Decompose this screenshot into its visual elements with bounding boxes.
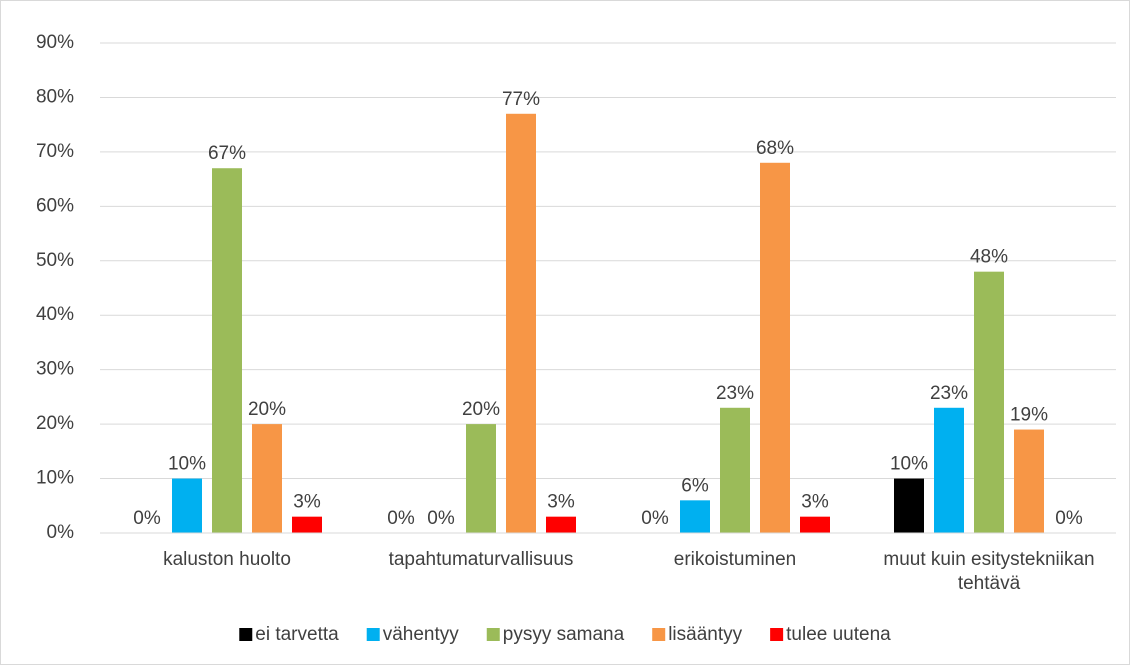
x-tick-label: muut kuin esitystekniikan tehtävä xyxy=(883,549,1095,594)
x-tick-label: kaluston huolto xyxy=(163,549,291,570)
bar xyxy=(506,113,536,534)
data-label: 6% xyxy=(681,475,709,496)
bar xyxy=(934,407,964,533)
data-label: 10% xyxy=(890,454,928,475)
legend-swatch xyxy=(486,628,500,641)
data-label: 20% xyxy=(248,399,286,420)
legend-label: pysyy samana xyxy=(503,624,625,645)
bar xyxy=(680,500,710,533)
data-label: 23% xyxy=(716,383,754,404)
legend-label: lisääntyy xyxy=(668,624,742,645)
y-tick-label: 10% xyxy=(36,468,74,489)
legend-label: tulee uutena xyxy=(786,624,891,645)
y-tick-label: 40% xyxy=(36,304,74,325)
y-tick-label: 0% xyxy=(47,522,75,543)
data-label: 68% xyxy=(756,138,794,159)
legend-swatch xyxy=(366,628,380,641)
bar xyxy=(894,478,924,533)
data-label: 77% xyxy=(502,89,540,110)
data-label: 3% xyxy=(801,492,829,513)
x-tick-label: erikoistuminen xyxy=(673,549,797,570)
data-label: 20% xyxy=(462,399,500,420)
data-label: 67% xyxy=(208,143,246,164)
legend-swatch xyxy=(770,628,784,641)
data-label: 0% xyxy=(133,508,161,529)
data-label: 0% xyxy=(387,508,415,529)
data-label: 3% xyxy=(293,492,321,513)
data-label: 19% xyxy=(1010,405,1048,426)
data-label: 0% xyxy=(1055,508,1083,529)
legend-swatch xyxy=(652,628,666,641)
y-tick-label: 50% xyxy=(36,250,74,271)
legend-label: vähentyy xyxy=(383,624,460,645)
data-label: 10% xyxy=(168,454,206,475)
data-label: 3% xyxy=(547,492,575,513)
bar xyxy=(800,516,830,533)
y-tick-label: 90% xyxy=(36,32,74,53)
legend-swatch xyxy=(239,628,253,641)
data-label: 23% xyxy=(930,383,968,404)
bar xyxy=(172,478,202,533)
bar xyxy=(292,516,322,533)
y-tick-label: 60% xyxy=(36,195,74,216)
bar xyxy=(760,162,790,533)
bar xyxy=(546,516,576,533)
x-tick-label: tapahtumaturvallisuus xyxy=(388,549,574,570)
data-label: 0% xyxy=(641,508,669,529)
bar xyxy=(720,407,750,533)
bar xyxy=(466,424,496,533)
data-label: 0% xyxy=(427,508,455,529)
data-label: 48% xyxy=(970,247,1008,268)
bar xyxy=(974,271,1004,533)
bar xyxy=(252,424,282,533)
y-tick-label: 20% xyxy=(36,413,74,434)
y-tick-label: 80% xyxy=(36,86,74,107)
bar xyxy=(1014,429,1044,533)
y-tick-label: 30% xyxy=(36,359,74,380)
y-tick-label: 70% xyxy=(36,141,74,162)
bar xyxy=(212,168,242,533)
legend-label: ei tarvetta xyxy=(255,624,339,645)
